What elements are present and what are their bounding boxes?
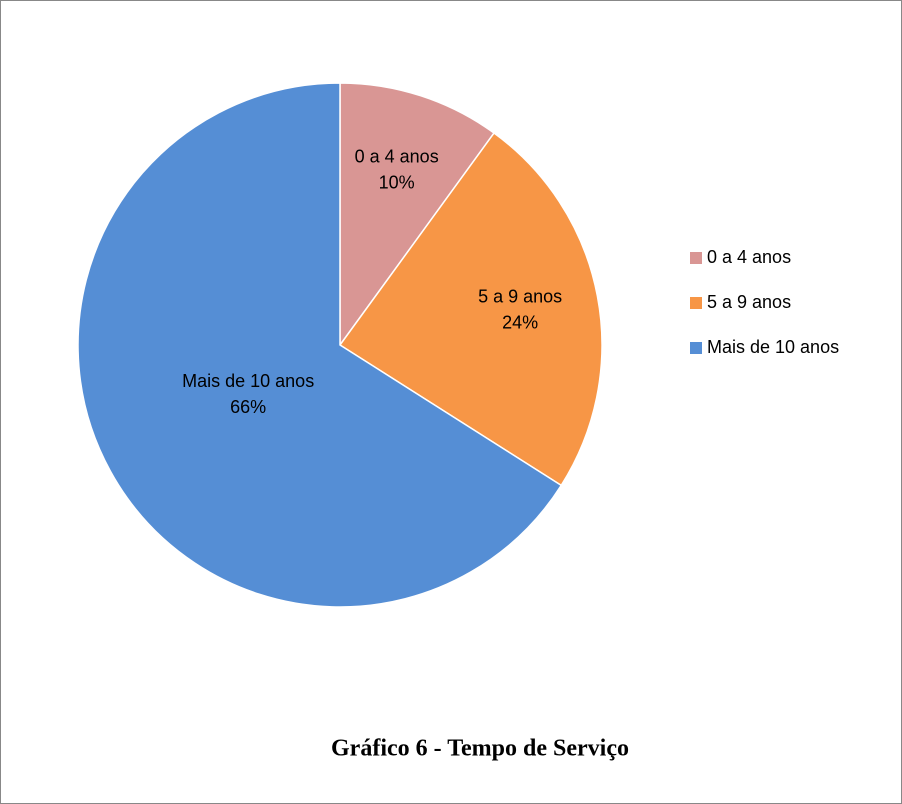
legend-swatch <box>690 252 702 264</box>
data-label-value: 10% <box>379 172 415 192</box>
data-label-value: 66% <box>230 397 266 417</box>
data-label-name: Mais de 10 anos <box>182 371 314 391</box>
data-label-value: 24% <box>502 312 538 332</box>
data-label-name: 5 a 9 anos <box>478 286 562 306</box>
legend-swatch <box>690 297 702 309</box>
legend-label: Mais de 10 anos <box>707 337 839 357</box>
legend-label: 5 a 9 anos <box>707 292 791 312</box>
pie-slice <box>338 131 603 487</box>
chart-title: Gráfico 6 - Tempo de Serviço <box>331 736 629 762</box>
pie-slice <box>77 82 563 608</box>
pie-slice <box>339 82 496 348</box>
legend-swatch <box>690 342 702 354</box>
legend-label: 0 a 4 anos <box>707 247 791 267</box>
data-label-name: 0 a 4 anos <box>355 146 439 166</box>
